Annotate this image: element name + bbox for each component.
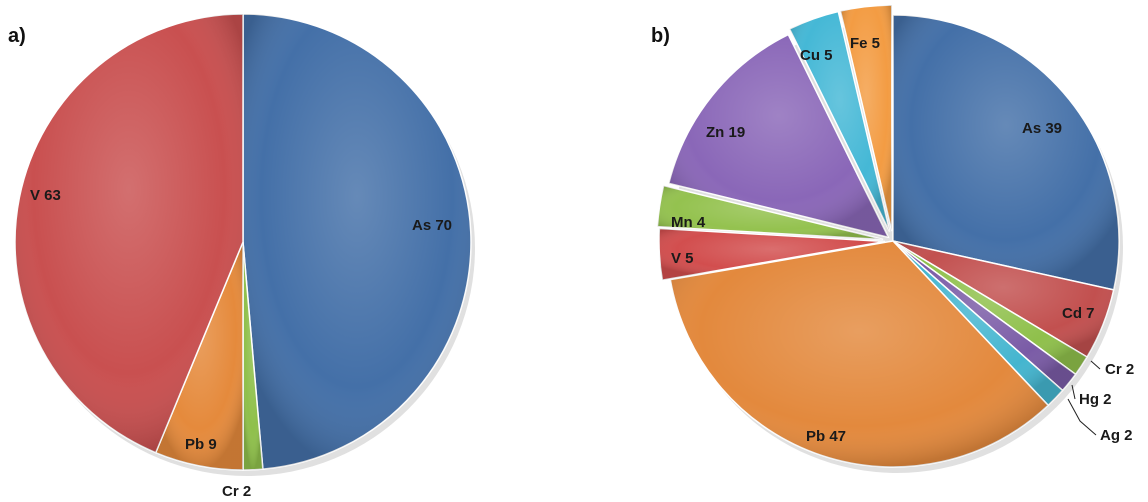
slice-cr-gloss — [243, 242, 263, 470]
slice-label-ag: Ag 2 — [1100, 427, 1133, 444]
slice-pb-gloss — [155, 242, 243, 470]
slice-v-gloss — [15, 14, 243, 453]
slice-label-as: As 70 — [412, 217, 452, 234]
slice-cu-gloss — [789, 11, 890, 232]
slice-v-gloss — [659, 228, 886, 281]
slice-label-cr: Cr 2 — [222, 483, 251, 500]
slice-label-mn: Mn 4 — [671, 214, 706, 231]
slice-label-v: V 63 — [30, 187, 61, 204]
slice-ag-gloss — [893, 241, 1063, 406]
slice-pb-gloss — [670, 241, 1049, 468]
pie-chart-a: a) As 70 Cr 2 Pb 9 V 63 — [8, 13, 475, 500]
slice-label-hg: Hg 2 — [1079, 391, 1112, 408]
slice-cd-gloss — [893, 241, 1114, 357]
slice-as-gloss — [243, 14, 471, 470]
slice-label-fe: Fe 5 — [850, 35, 880, 52]
slice-label-as: As 39 — [1022, 120, 1062, 137]
slice-as-gloss — [893, 15, 1120, 290]
panel-label-b: b) — [651, 25, 670, 47]
slice-label-pb: Pb 9 — [185, 436, 217, 453]
slice-label-cr: Cr 2 — [1105, 361, 1134, 378]
slice-label-v: V 5 — [671, 250, 694, 267]
slice-label-zn: Zn 19 — [706, 124, 745, 141]
slice-mn-gloss — [657, 185, 884, 240]
slice-zn-gloss — [668, 34, 889, 238]
leader-line-cr — [1090, 360, 1101, 370]
leader-line-hg — [1071, 384, 1076, 400]
panel-label-a: a) — [8, 25, 26, 47]
pie-chart-b: b) As 39 Cd 7 Cr 2 Hg 2 Ag 2 Pb 47 V 5 Mn 4 Zn 19… — [651, 4, 1134, 473]
slice-hg-gloss — [893, 241, 1076, 391]
leader-line-ag — [1067, 398, 1097, 436]
slice-label-pb: Pb 47 — [806, 428, 846, 445]
slice-label-cu: Cu 5 — [800, 47, 833, 64]
slice-label-cd: Cd 7 — [1062, 305, 1095, 322]
slice-fe-gloss — [840, 5, 892, 232]
slice-cr-gloss — [893, 241, 1087, 375]
